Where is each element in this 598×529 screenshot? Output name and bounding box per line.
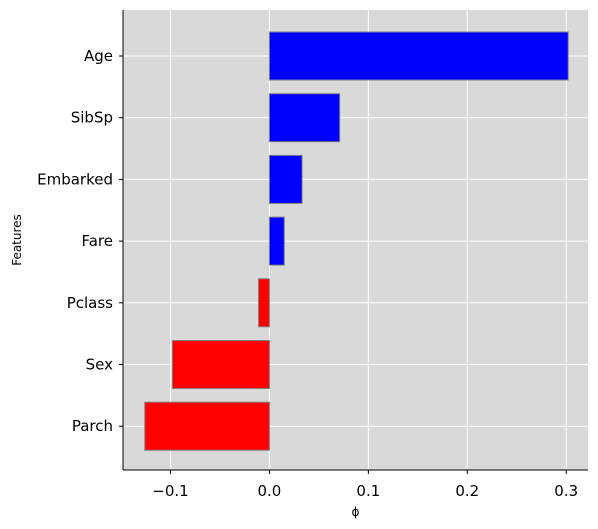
y-tick-label: Fare: [81, 232, 113, 250]
bar-embarked: [268, 154, 303, 204]
bar-age: [268, 31, 569, 81]
x-axis-label: ϕ: [352, 505, 360, 519]
x-tick-label: 0.2: [455, 482, 479, 500]
y-tick-label: Sex: [86, 356, 113, 374]
x-tick-label: 0.0: [257, 482, 281, 500]
x-tick-labels: −0.1 0.0 0.1 0.2 0.3: [152, 470, 578, 500]
bar-parch: [144, 401, 270, 451]
plot-background: [123, 10, 588, 470]
bar-pclass: [258, 278, 270, 328]
bar-sex: [171, 340, 270, 389]
x-tick-label: 0.1: [356, 482, 380, 500]
y-tick-label: SibSp: [71, 109, 113, 127]
bars: [144, 31, 569, 451]
y-tick-label: Age: [84, 47, 113, 65]
y-tick-label: Pclass: [67, 294, 113, 312]
y-axis-label: Features: [10, 214, 24, 266]
bar-fare: [268, 216, 285, 266]
y-tick-labels: Age SibSp Embarked Fare Pclass Sex Parch: [37, 47, 123, 435]
bar-sibsp: [268, 93, 341, 143]
y-tick-label: Parch: [72, 417, 113, 435]
x-tick-label: −0.1: [152, 482, 188, 500]
x-tick-label: 0.3: [554, 482, 578, 500]
y-tick-label: Embarked: [37, 170, 113, 188]
